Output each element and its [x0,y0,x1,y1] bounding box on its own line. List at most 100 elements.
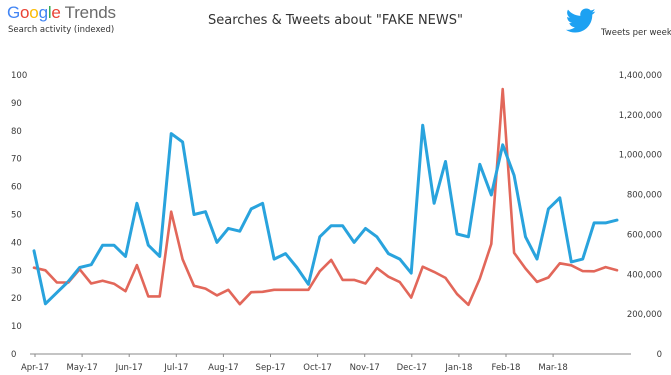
tweets-per-week-line [32,87,619,307]
search-activity-point [147,244,150,246]
search-activity-point [376,236,378,238]
tweets-point [158,295,161,298]
search-activity-point [284,252,287,255]
search-activity-point [44,302,47,305]
search-activity-point [250,208,252,210]
twitter-bird-icon [566,8,596,33]
search-activity-point [581,258,584,260]
search-activity-point [124,255,127,258]
tweets-point [501,88,504,90]
search-activity-point [353,241,355,244]
tweets-point [570,264,573,267]
tweets-point [261,291,264,293]
tweets-point [90,282,92,285]
right-axis-label: Tweets per week [601,28,671,38]
google-trends-logo: Google Trends [7,3,116,23]
chart-title: Searches & Tweets about "FAKE NEWS" [208,13,463,28]
right-tick-label: 400,000 [627,270,662,280]
search-activity-point [330,224,333,227]
search-activity-point [101,244,104,246]
search-activity-point [227,227,230,230]
tweets-point [181,258,184,261]
x-axis-ticks: Apr-17 May-17 Jun-17 Jul-17 Aug-17 Sep-17 Oct-… [21,354,568,373]
search-activity-point [490,194,493,196]
tweets-point [204,287,207,290]
x-tick-label: Feb-18 [492,363,521,373]
series-points [33,88,618,306]
search-activity-point [136,202,138,205]
search-activity-line [32,123,619,306]
search-activity-point [616,219,618,221]
search-activity-point [33,249,35,252]
tweets-point [364,282,367,285]
right-tick-label: 1,000,000 [619,151,662,161]
search-activity-point [467,236,470,238]
right-tick-label: 200,000 [627,310,662,320]
tweets-point [547,276,550,279]
search-activity-point [56,291,58,294]
search-activity-point [559,196,561,199]
search-activity-point [307,283,310,286]
tweets-point [376,267,378,269]
tweets-point [216,294,218,297]
left-axis-label: Search activity (indexed) [8,25,115,35]
search-activity-point [90,263,92,266]
tweets-point [296,289,298,291]
right-tick-label: 800,000 [627,191,662,201]
left-tick-label: 100 [11,71,27,81]
search-activity-point [78,266,81,269]
tweets-point [250,291,252,294]
left-tick-label: 60 [11,183,22,193]
tweets-point [513,251,515,254]
tweets-point [113,282,115,285]
tweets-point [307,289,310,291]
x-tick-label: Oct-17 [303,363,332,373]
search-activity-point [170,132,172,135]
trends-wordmark: Trends [64,3,116,22]
search-activity-point [536,258,538,260]
tweets-point [136,264,138,266]
search-activity-point [296,266,298,269]
tweets-point [341,279,344,281]
tweets-point [56,281,58,284]
tweets-point [273,289,275,291]
x-tick-label: Dec-17 [397,363,427,373]
search-activity-point [593,222,595,224]
search-activity-point [444,160,447,163]
search-activity-point [387,252,390,255]
tweets-point [433,271,435,273]
tweets-point [147,295,150,298]
left-axis-ticks: 0 10 20 30 40 50 60 70 80 90 100 [11,71,27,360]
search-activity-point [547,208,550,210]
tweets-point [193,285,195,287]
x-tick-label: Sep-17 [256,363,286,373]
search-activity-point [513,174,515,177]
tweets-point [330,259,333,261]
search-activity-point [181,141,184,143]
tweets-point [33,266,35,269]
tweets-point [604,266,607,268]
search-activity-point [524,236,527,238]
x-tick-label: Aug-17 [208,363,238,373]
search-activity-point [399,258,401,260]
tweets-point [284,289,287,291]
left-tick-label: 10 [11,322,22,332]
tweets-point [490,243,493,245]
search-activity-point [158,255,161,258]
tweets-point [170,210,172,213]
tweets-point [444,277,447,279]
search-activity-point [456,233,458,235]
google-wordmark: Google [7,3,61,22]
search-activity-point [204,210,207,213]
tweets-point [559,262,561,265]
x-tick-label: May-17 [66,363,97,373]
search-activity-point [570,261,573,263]
tweets-point [353,279,355,281]
tweets-point [318,270,321,273]
tweets-point [124,290,127,293]
series-lines [32,87,619,307]
search-activity-point [273,258,275,260]
left-tick-label: 30 [11,266,22,276]
